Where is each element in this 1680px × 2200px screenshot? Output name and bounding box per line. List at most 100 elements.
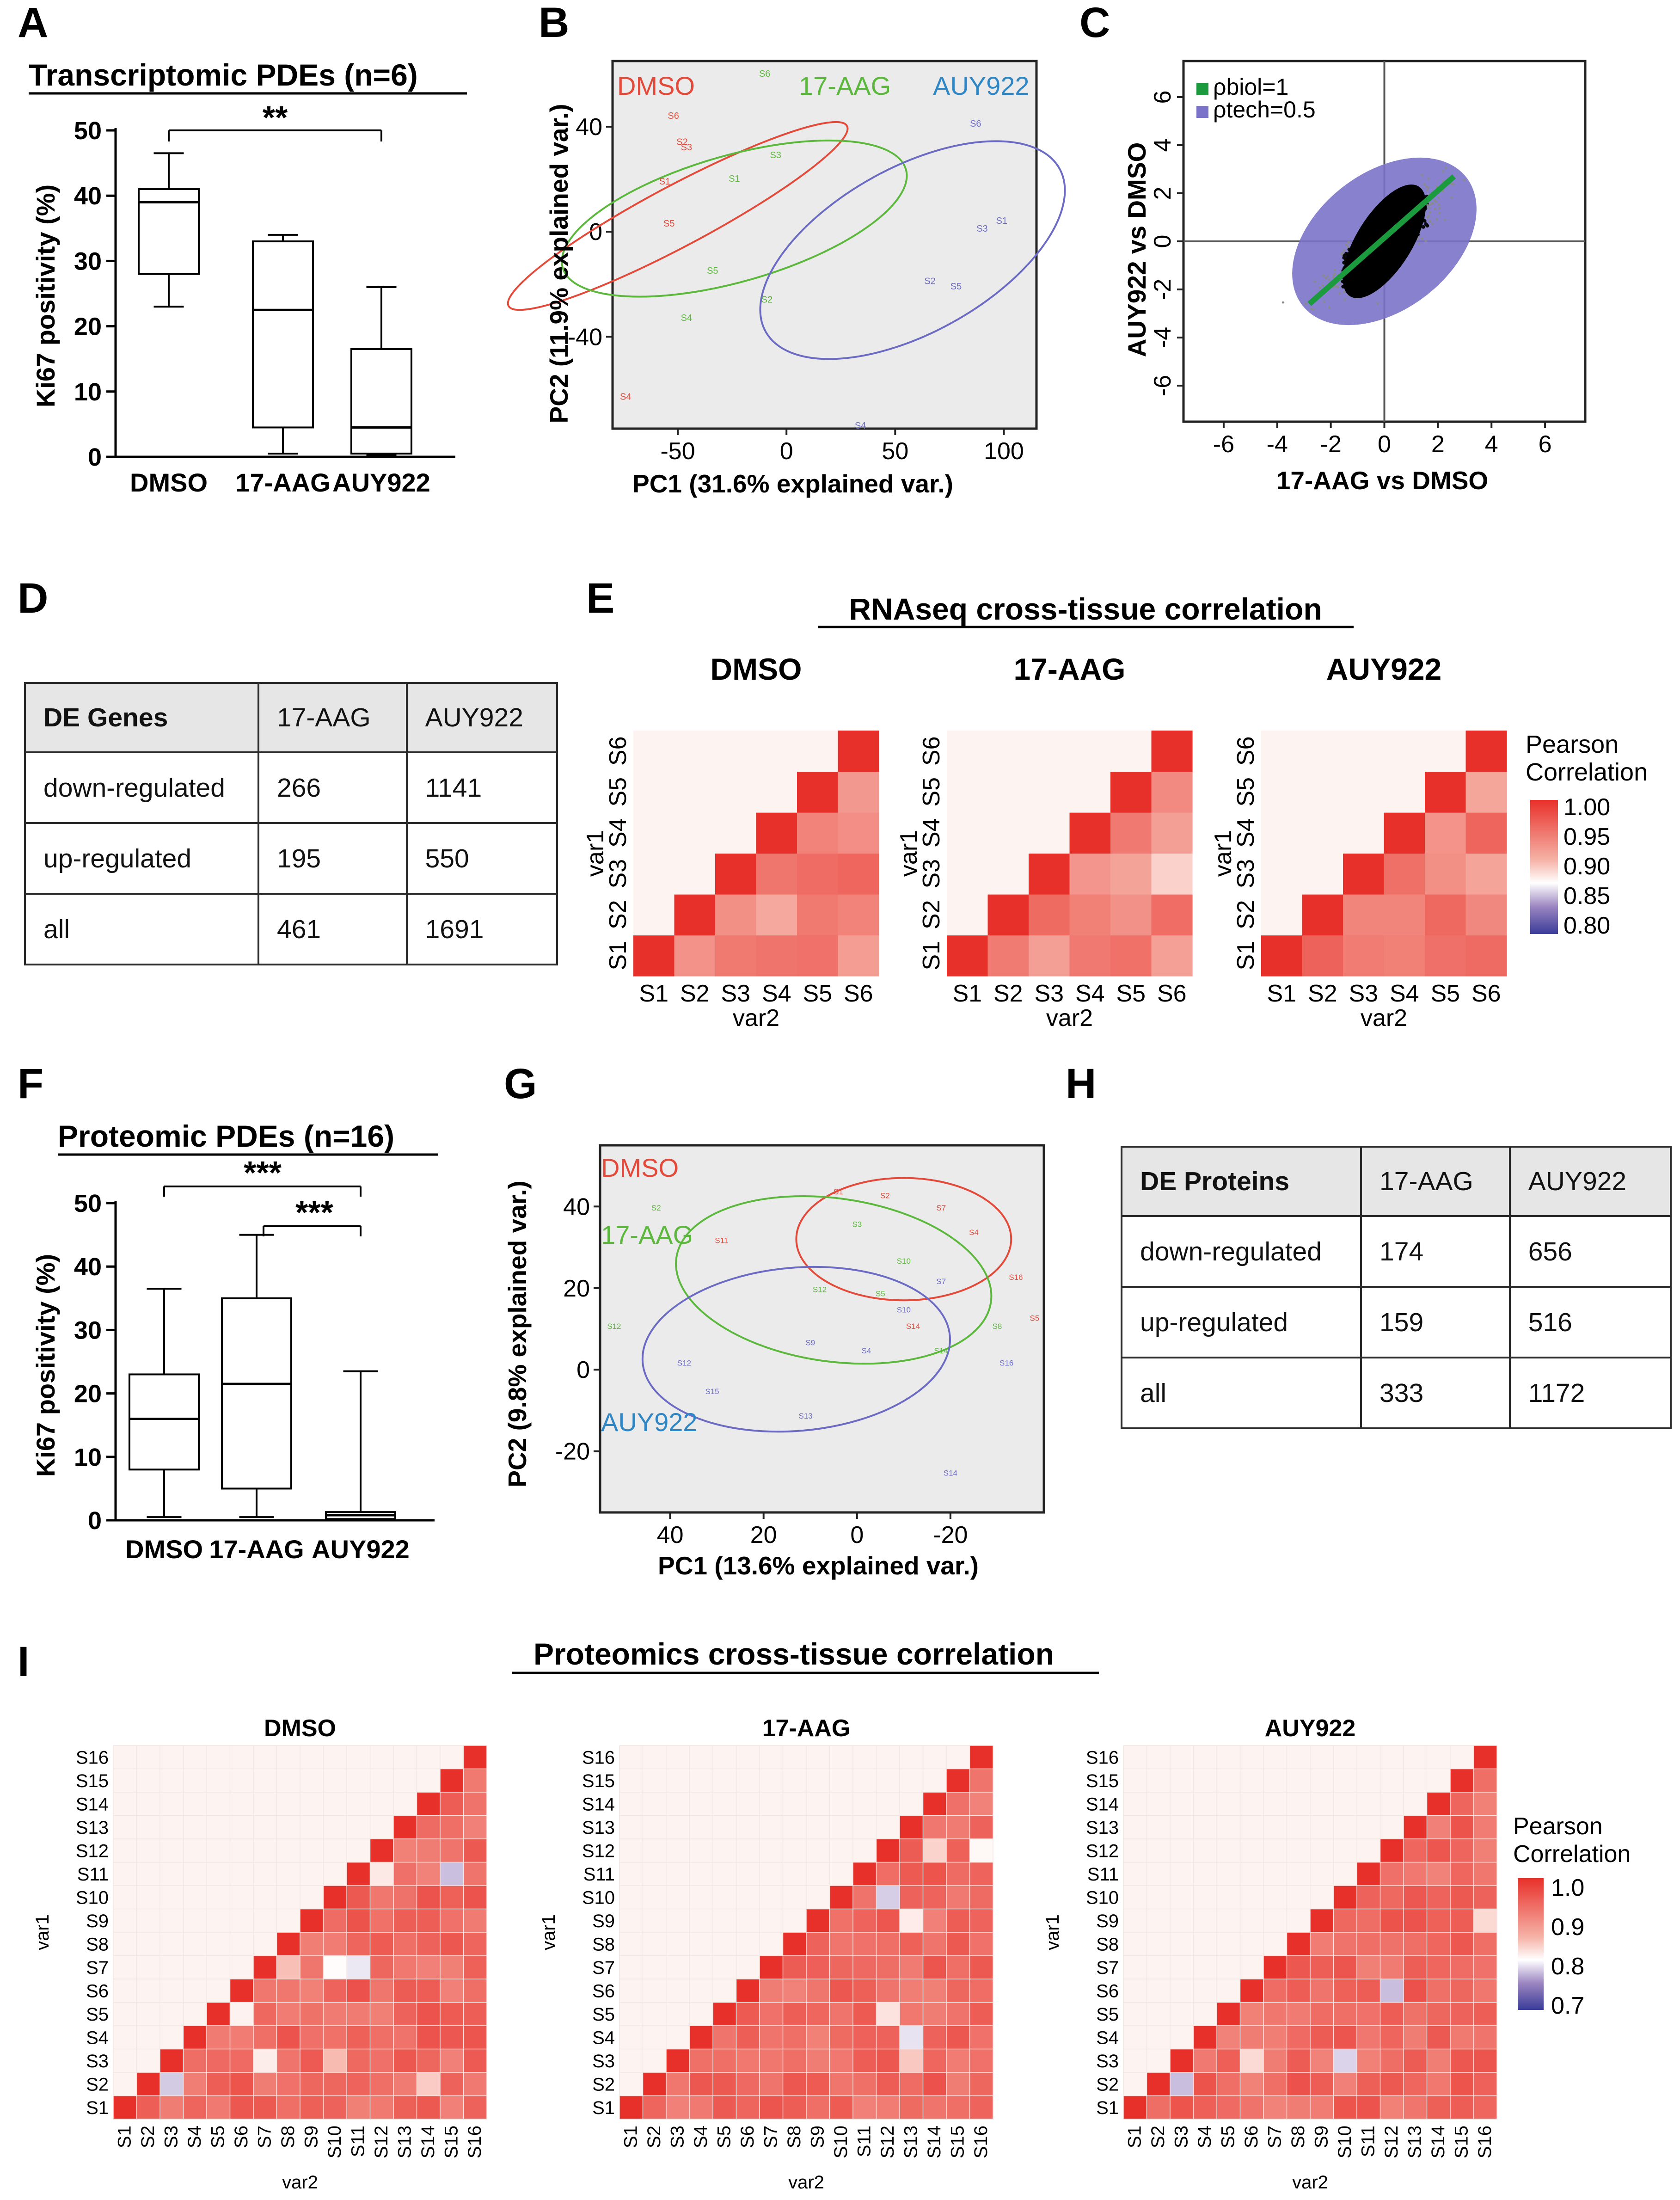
sample-point: S2 (761, 295, 773, 305)
sample-point: S12 (607, 1322, 621, 1331)
heatmap-cell (393, 1769, 417, 1793)
heatmap-cell (736, 2096, 760, 2120)
legend-label: AUY922 (933, 71, 1030, 100)
heatmap-cell (619, 1909, 644, 1933)
heatmap-cell (183, 2072, 207, 2096)
heatmap-cell (1263, 1909, 1288, 1933)
x-tick-label: 4 (1485, 431, 1498, 458)
heatmap-cell (417, 1909, 441, 1933)
heatmap-cell (1240, 1955, 1264, 1979)
heatmap-cell (1427, 1815, 1451, 1839)
x-tick-label: S12 (877, 2126, 898, 2158)
heatmap-cell (1287, 1769, 1311, 1793)
heatmap-cell (463, 2096, 487, 2120)
x-tick-label: S15 (1451, 2126, 1472, 2158)
heatmap-cell (923, 2002, 947, 2026)
heatmap-cell (1193, 1955, 1217, 1979)
sample-point: S1 (996, 216, 1007, 226)
y-tick-label: S12 (1086, 1841, 1119, 1861)
heatmap-cell (1404, 2049, 1428, 2073)
group-ellipse (561, 139, 908, 298)
heatmap-cell (463, 2049, 487, 2073)
heatmap-cell (1404, 1862, 1428, 1886)
heatmap-cell (1170, 1909, 1194, 1933)
heatmap-cell (417, 1769, 441, 1793)
heatmap-cell (1170, 2096, 1194, 2120)
heatmap-cell (207, 1815, 231, 1839)
heatmap-cell (1465, 894, 1507, 936)
heatmap-cell (1384, 812, 1425, 854)
gene-point (1421, 237, 1423, 240)
gene-point (1424, 240, 1427, 242)
heatmap-cell (1343, 853, 1385, 895)
heatmap-cell (440, 1955, 464, 1979)
sample-point: S15 (705, 1387, 719, 1396)
heatmap-cell (1473, 2002, 1497, 2026)
heatmap-cell (253, 1932, 277, 1956)
y-tick-label: 30 (74, 1316, 102, 1344)
heatmap-cell (160, 1909, 184, 1933)
heatmap-cell (643, 1909, 667, 1933)
heatmap-cell (1473, 1745, 1497, 1770)
heatmap-cell (760, 2002, 784, 2026)
x-tick-label: S5 (714, 2126, 734, 2148)
table-header-cell: AUY922 (1508, 1146, 1672, 1217)
heatmap-cell (838, 771, 879, 813)
gene-point (1343, 298, 1346, 301)
de-genes-table: DE Genes 17-AAG AUY922 down-regulated 26… (24, 682, 558, 965)
heatmap-cell (1123, 2096, 1147, 2120)
heatmap-cell (276, 1745, 300, 1770)
heatmap-cell (136, 1955, 160, 1979)
heatmap-cell (900, 1745, 924, 1770)
heatmap-cell (829, 1932, 853, 1956)
gene-point (1421, 174, 1423, 177)
y-tick-label: 0 (589, 219, 602, 246)
heatmap-cell (666, 2096, 690, 2120)
heatmap-cell (160, 1932, 184, 1956)
heatmap-cell (1123, 1769, 1147, 1793)
y-tick-label: -6 (1149, 375, 1176, 396)
panel-a-title: Transcriptomic PDEs (n=6) (29, 58, 418, 92)
heatmap-cell (1473, 2096, 1497, 2120)
y-tick-label: 2 (1149, 187, 1176, 200)
heatmap-cell (1110, 853, 1152, 895)
heatmap-cell (1287, 1979, 1311, 2003)
heatmap-cell (463, 1886, 487, 1910)
heatmap-cell (829, 1745, 853, 1770)
table-cell: up-regulated (1120, 1286, 1362, 1358)
heatmap-cell (1240, 1932, 1264, 1956)
heatmap-cell (1357, 1979, 1381, 2003)
legend-swatch-tech (1196, 106, 1208, 118)
heatmap-cell (1069, 812, 1111, 854)
heatmap-cell (806, 2002, 830, 2026)
heatmap-cell (230, 1839, 254, 1863)
heatmap-cell (946, 2096, 970, 2120)
pca-plot-g: 40 20 0 -20 40 20 0 -20 S1 S2 S7 S4 S11 S16 S5 S14 S2 S3 S… (555, 1144, 1045, 1549)
sample-point: S13 (799, 1412, 813, 1420)
x-tick-label: S10 (325, 2126, 345, 2158)
heatmap-cell (713, 2002, 737, 2026)
heatmap-cell (1029, 771, 1070, 813)
colorbar-tick-label: 0.85 (1564, 883, 1610, 909)
heatmap-cell (1343, 935, 1385, 977)
heatmap-cell (1069, 771, 1111, 813)
heatmap-cell (347, 1862, 371, 1886)
heatmap-cell (276, 1932, 300, 1956)
heatmap-cell (689, 1792, 713, 1816)
heatmap-cell (689, 2002, 713, 2026)
legend-label: ρtech=0.5 (1213, 97, 1316, 123)
y-tick-label: S3 (605, 859, 632, 889)
heatmap-cell (1310, 1792, 1334, 1816)
sample-point: S16 (1009, 1273, 1023, 1282)
heatmap-cell (946, 2026, 970, 2050)
heatmap-cell (756, 853, 797, 895)
heatmap-cell (136, 2072, 160, 2096)
heatmap-cell (987, 853, 1029, 895)
colorbar-tick-label: 1.00 (1564, 794, 1610, 821)
y-tick-label: S10 (582, 1887, 615, 1908)
heatmap-cell (900, 2026, 924, 2050)
y-tick-label: S6 (605, 736, 632, 766)
heatmap-cell (1333, 1979, 1357, 2003)
heatmap-cell (1333, 1886, 1357, 1910)
heatmap-cell (1123, 1886, 1147, 1910)
